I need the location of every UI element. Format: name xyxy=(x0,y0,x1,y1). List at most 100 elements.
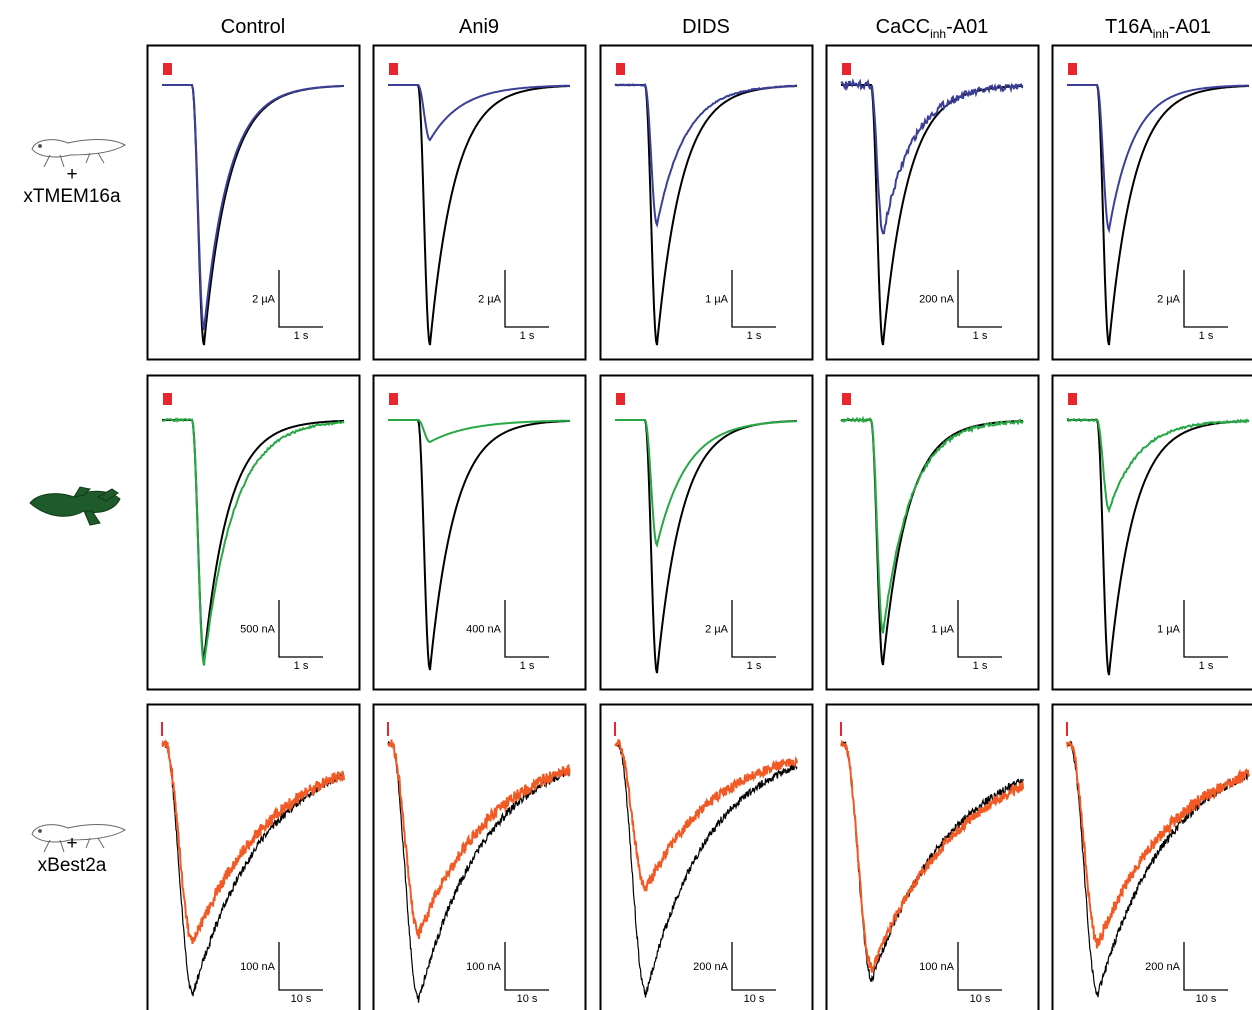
drug-trace xyxy=(1067,84,1250,234)
panel: 100 nA 10 s xyxy=(825,703,1040,1010)
panel-frame xyxy=(372,44,587,361)
current-scale-label: 400 nA xyxy=(466,624,502,636)
drug-trace xyxy=(840,739,1024,973)
stimulus-marker xyxy=(389,393,398,405)
control-trace xyxy=(162,84,344,346)
current-scale-label: 500 nA xyxy=(240,624,276,636)
plus-sign: + xyxy=(66,833,77,854)
header-part: CaCC xyxy=(876,16,930,38)
panel-frame xyxy=(1051,44,1252,361)
scale-bar xyxy=(1183,270,1228,328)
control-trace xyxy=(614,740,798,998)
time-scale-label: 1 s xyxy=(1199,330,1214,342)
stimulus-marker xyxy=(161,722,163,736)
scale-bar xyxy=(278,600,323,658)
scale-bar xyxy=(278,270,323,328)
panel: 400 nA 1 s xyxy=(372,374,587,691)
header-part: -A01 xyxy=(946,16,988,38)
panel-frame xyxy=(372,374,587,691)
panel-frame xyxy=(146,374,361,691)
panel: 2 µA 1 s xyxy=(146,44,361,361)
scale-bar xyxy=(957,270,1002,328)
current-scale-label: 200 nA xyxy=(919,294,955,306)
control-trace xyxy=(1067,84,1249,346)
axolotl-icon xyxy=(31,139,127,168)
subscript: inh xyxy=(1153,27,1169,41)
scale-bar xyxy=(504,270,549,328)
drug-trace xyxy=(388,84,570,142)
scale-bar xyxy=(957,942,1002,991)
control-trace xyxy=(841,84,1023,346)
drug-trace xyxy=(388,419,570,444)
panel: 200 nA 1 s xyxy=(825,44,1040,361)
time-scale-label: 10 s xyxy=(291,993,312,1005)
current-scale-label: 200 nA xyxy=(1145,961,1181,973)
panel: 200 nA 10 s xyxy=(599,703,814,1010)
stimulus-marker xyxy=(387,722,389,736)
column-header: Ani9 xyxy=(459,16,499,38)
current-scale-label: 1 µA xyxy=(931,624,955,636)
current-scale-label: 100 nA xyxy=(240,961,276,973)
frog-icon xyxy=(29,486,121,526)
time-scale-label: 10 s xyxy=(517,993,538,1005)
scale-bar xyxy=(504,942,549,991)
header-part: -A01 xyxy=(1169,16,1211,38)
stimulus-marker xyxy=(616,393,625,405)
stimulus-marker xyxy=(1066,722,1068,736)
axolotl-icon xyxy=(31,824,127,853)
construct-label: xBest2a xyxy=(38,855,107,876)
panel-frame xyxy=(599,44,814,361)
scale-bar xyxy=(1183,600,1228,658)
column-header: CaCCinh-A01 xyxy=(876,16,989,41)
control-trace xyxy=(388,84,570,346)
header-part: T16A xyxy=(1105,16,1153,38)
time-scale-label: 10 s xyxy=(1196,993,1217,1005)
control-trace xyxy=(387,740,571,1003)
panel-frame xyxy=(146,44,361,361)
control-trace xyxy=(615,84,797,346)
stimulus-marker xyxy=(163,393,172,405)
panel: 100 nA 10 s xyxy=(146,703,361,1010)
time-scale-label: 1 s xyxy=(747,330,762,342)
panel: 1 µA 1 s xyxy=(1051,374,1252,691)
stimulus-marker xyxy=(842,393,851,405)
drug-trace xyxy=(840,78,1024,235)
time-scale-label: 1 s xyxy=(973,330,988,342)
panel: 200 nA 10 s xyxy=(1051,703,1252,1010)
drug-trace xyxy=(614,82,798,229)
panel: 1 µA 1 s xyxy=(825,374,1040,691)
time-scale-label: 1 s xyxy=(520,660,535,672)
panel: 100 nA 10 s xyxy=(372,703,587,1010)
control-trace xyxy=(388,419,571,671)
panel-frame xyxy=(146,703,361,1010)
construct-label: xTMEM16a xyxy=(23,186,121,207)
scale-bar xyxy=(957,600,1002,658)
header-part: DIDS xyxy=(682,16,730,38)
time-scale-label: 1 s xyxy=(1199,660,1214,672)
current-scale-label: 2 µA xyxy=(705,624,729,636)
stimulus-marker xyxy=(389,63,398,75)
time-scale-label: 1 s xyxy=(294,660,309,672)
drug-trace xyxy=(1066,417,1250,514)
drug-trace xyxy=(1066,741,1250,949)
drug-trace xyxy=(387,739,571,939)
header-part: Control xyxy=(221,16,285,38)
current-scale-label: 100 nA xyxy=(919,961,955,973)
header-part: Ani9 xyxy=(459,16,499,38)
scale-bar xyxy=(731,942,776,991)
current-scale-label: 2 µA xyxy=(1157,294,1181,306)
column-header: T16Ainh-A01 xyxy=(1105,16,1211,41)
control-trace xyxy=(161,739,344,997)
scale-bar xyxy=(731,600,776,658)
column-header: Control xyxy=(221,16,285,38)
stimulus-marker xyxy=(840,722,842,736)
panel-frame xyxy=(599,374,814,691)
time-scale-label: 1 s xyxy=(973,660,988,672)
drug-trace xyxy=(614,739,798,893)
scale-bar xyxy=(504,600,549,658)
stimulus-marker xyxy=(1068,393,1077,405)
scale-bar xyxy=(278,942,323,991)
current-scale-label: 1 µA xyxy=(1157,624,1181,636)
panel-frame xyxy=(372,703,587,1010)
current-scale-label: 100 nA xyxy=(466,961,502,973)
